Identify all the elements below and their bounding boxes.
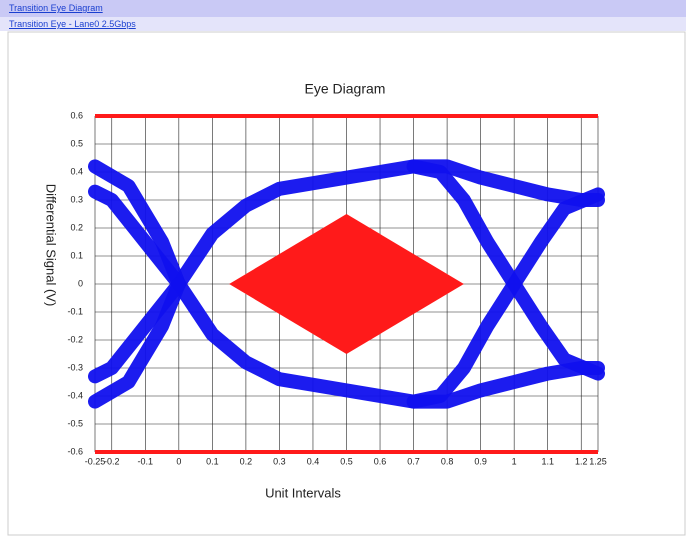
x-tick-label: 0 xyxy=(176,456,181,466)
eye-trace xyxy=(406,159,605,207)
y-tick-label: 0.2 xyxy=(70,222,83,232)
eye-trace xyxy=(88,277,186,384)
y-tick-label: 0.1 xyxy=(70,250,83,260)
x-label: Unit Intervals xyxy=(265,485,341,500)
y-label: Differential Signal (V) xyxy=(44,184,59,307)
y-tick-label: 0.5 xyxy=(70,138,83,148)
y-tick-label: 0.3 xyxy=(70,194,83,204)
x-tick-label: 0.9 xyxy=(474,456,487,466)
link[interactable]: Transition Eye Diagram xyxy=(9,3,103,13)
x-tick-label: -0.1 xyxy=(138,456,154,466)
y-tick-label: -0.6 xyxy=(67,446,83,456)
y-tick-label: -0.2 xyxy=(67,334,83,344)
x-tick-label: 0.5 xyxy=(340,456,353,466)
x-tick-label: 0.8 xyxy=(441,456,454,466)
x-tick-label: 0.2 xyxy=(240,456,253,466)
y-tick-label: 0.6 xyxy=(70,110,83,120)
x-tick-label: 1.25 xyxy=(589,456,607,466)
sub-bar: Transition Eye - Lane0 2.5Gbps xyxy=(0,17,686,31)
x-tick-label: 0.3 xyxy=(273,456,286,466)
sublink[interactable]: Transition Eye - Lane0 2.5Gbps xyxy=(9,19,136,29)
y-tick-label: -0.3 xyxy=(67,362,83,372)
y-tick-label: 0.4 xyxy=(70,166,83,176)
x-tick-label: 0.4 xyxy=(307,456,320,466)
mask xyxy=(229,214,464,354)
x-tick-label: 0.1 xyxy=(206,456,219,466)
x-tick-label: -0.25 xyxy=(85,456,106,466)
x-tick-label: -0.2 xyxy=(104,456,120,466)
eye-trace xyxy=(88,184,186,291)
x-tick-label: 1.1 xyxy=(541,456,554,466)
title-bar: Transition Eye Diagram xyxy=(0,0,686,17)
eye-trace xyxy=(406,361,605,409)
x-tick-label: 1.2 xyxy=(575,456,588,466)
chart-title: Eye Diagram xyxy=(305,81,386,97)
x-tick-label: 1 xyxy=(512,456,517,466)
y-tick-label: -0.1 xyxy=(67,306,83,316)
y-tick-label: -0.5 xyxy=(67,418,83,428)
x-tick-label: 0.6 xyxy=(374,456,387,466)
y-tick-label: -0.4 xyxy=(67,390,83,400)
y-tick-label: 0 xyxy=(78,278,83,288)
x-tick-label: 0.7 xyxy=(407,456,420,466)
